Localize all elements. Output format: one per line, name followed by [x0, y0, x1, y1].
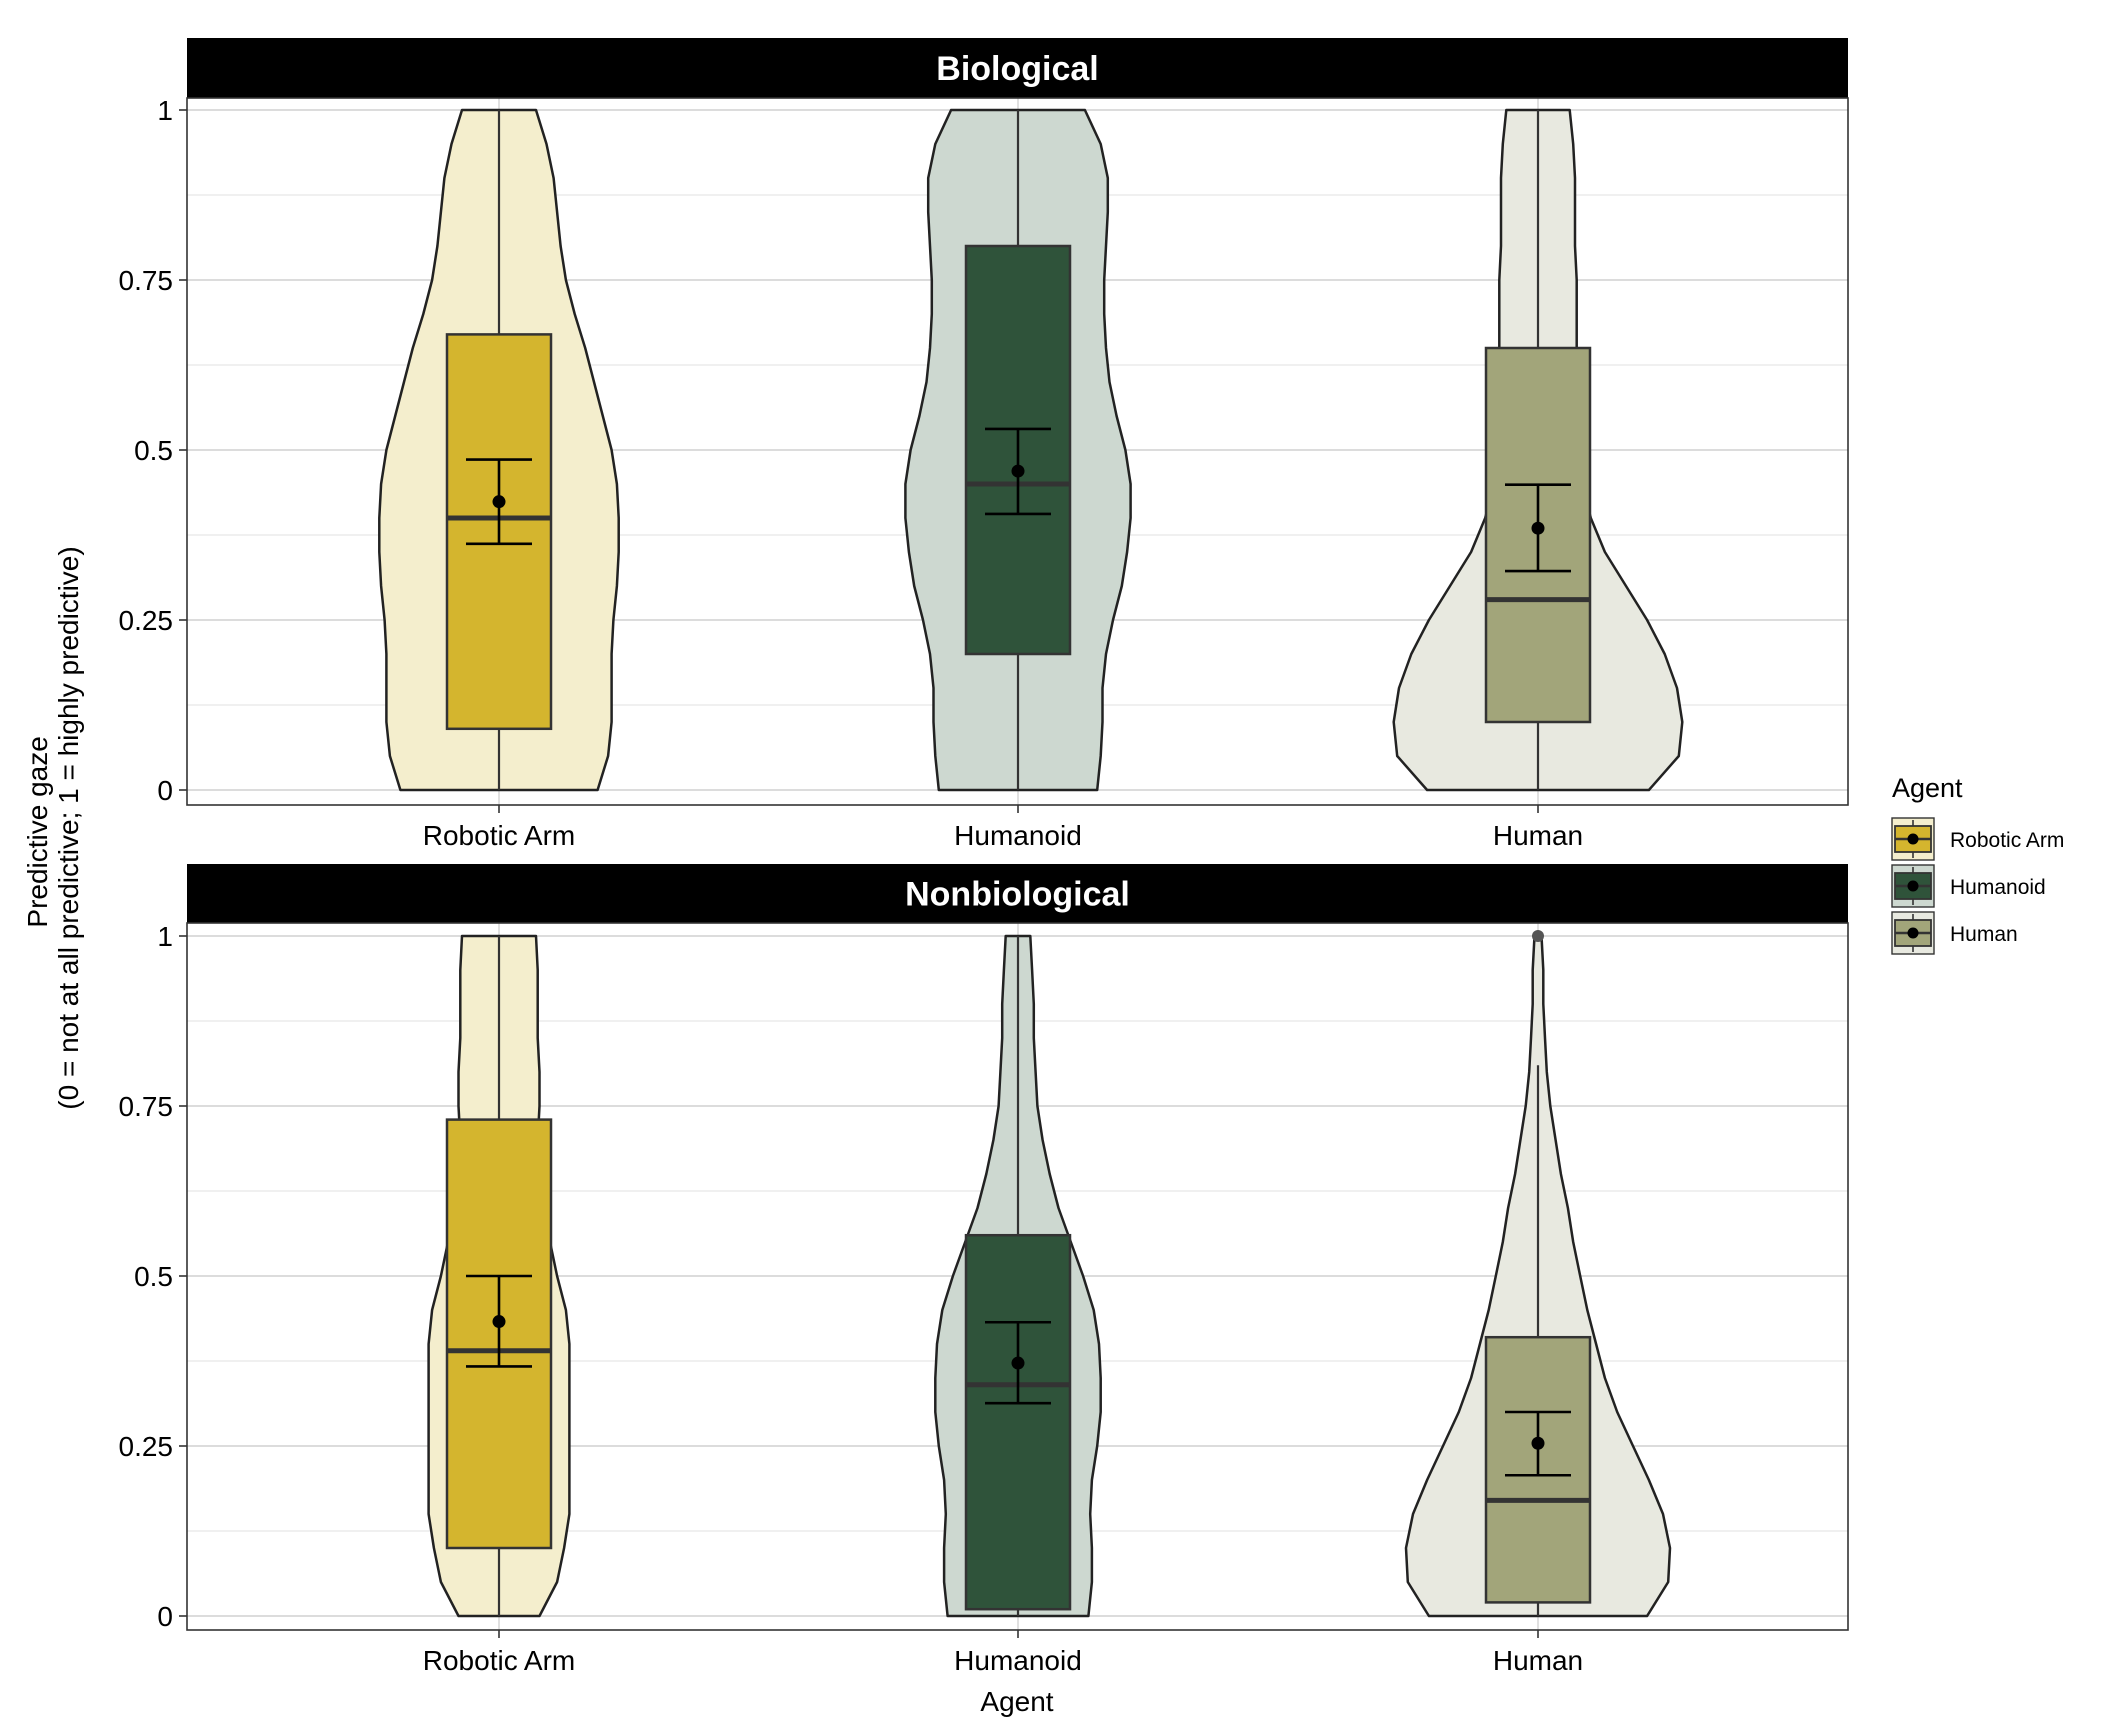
y-tick-label: 0.25 — [119, 605, 174, 636]
mean-point — [1011, 464, 1025, 478]
legend-key-point — [1907, 880, 1919, 892]
x-tick-label: Human — [1493, 820, 1583, 851]
group-humanoid — [904, 108, 1132, 792]
group-robotic-arm — [427, 934, 571, 1618]
group-human — [1404, 930, 1672, 1618]
mean-point — [1531, 1436, 1545, 1450]
panels: Biological 0 0.25 0.5 0.75 1 Robotic Arm Humano… — [119, 38, 1849, 1676]
panel-nonbiological: Nonbiological 0 0.25 0.5 0.75 1 Robotic Arm Hum… — [119, 864, 1849, 1676]
legend-key-point — [1907, 927, 1919, 939]
panel-strip-label: Biological — [936, 50, 1098, 88]
mean-point — [492, 495, 506, 509]
mean-point — [1531, 521, 1545, 535]
panel-strip — [187, 864, 1848, 923]
y-tick-label: 0.5 — [134, 435, 173, 466]
y-axis-title: Predictive gaze (0 = not at all predicti… — [22, 546, 84, 1109]
group-humanoid — [934, 934, 1102, 1618]
panel-biological: Biological 0 0.25 0.5 0.75 1 Robotic Arm Humano… — [119, 38, 1849, 851]
legend: Agent Robotic Arm Humanoid Human — [1891, 773, 2064, 955]
legend-label: Humanoid — [1950, 876, 2046, 899]
x-tick-label: Human — [1493, 1645, 1583, 1676]
mean-point — [1011, 1356, 1025, 1370]
legend-entry-human: Human — [1891, 911, 2018, 955]
box — [964, 1233, 1072, 1611]
legend-entry-humanoid: Humanoid — [1891, 864, 2046, 908]
x-axis-title: Agent — [980, 1686, 1053, 1717]
group-robotic-arm — [378, 108, 620, 792]
legend-label: Robotic Arm — [1950, 829, 2064, 852]
y-tick-label: 0 — [157, 1601, 173, 1632]
x-tick-label: Humanoid — [954, 1645, 1082, 1676]
y-tick-label: 1 — [157, 921, 173, 952]
y-tick-label: 0.75 — [119, 1091, 174, 1122]
mean-point — [492, 1315, 506, 1329]
y-tick-label: 0 — [157, 775, 173, 806]
x-tick-label: Robotic Arm — [423, 1645, 576, 1676]
legend-entry-robotic-arm: Robotic Arm — [1891, 817, 2064, 861]
y-tick-label: 1 — [157, 95, 173, 126]
group-human — [1392, 108, 1684, 792]
y-tick-label: 0.5 — [134, 1261, 173, 1292]
x-tick-label: Humanoid — [954, 820, 1082, 851]
panel-strip-label: Nonbiological — [905, 876, 1130, 914]
panel-strip — [187, 38, 1848, 98]
legend-title: Agent — [1892, 773, 1963, 803]
y-tick-label: 0.25 — [119, 1431, 174, 1462]
outlier-point — [1532, 930, 1544, 942]
legend-label: Human — [1950, 923, 2018, 946]
y-axis-title-line-1: Predictive gaze — [22, 736, 53, 927]
x-tick-label: Robotic Arm — [423, 820, 576, 851]
y-tick-label: 0.75 — [119, 265, 174, 296]
y-axis-title-line-2: (0 = not at all predictive; 1 = highly p… — [53, 546, 84, 1109]
legend-key-point — [1907, 833, 1919, 845]
